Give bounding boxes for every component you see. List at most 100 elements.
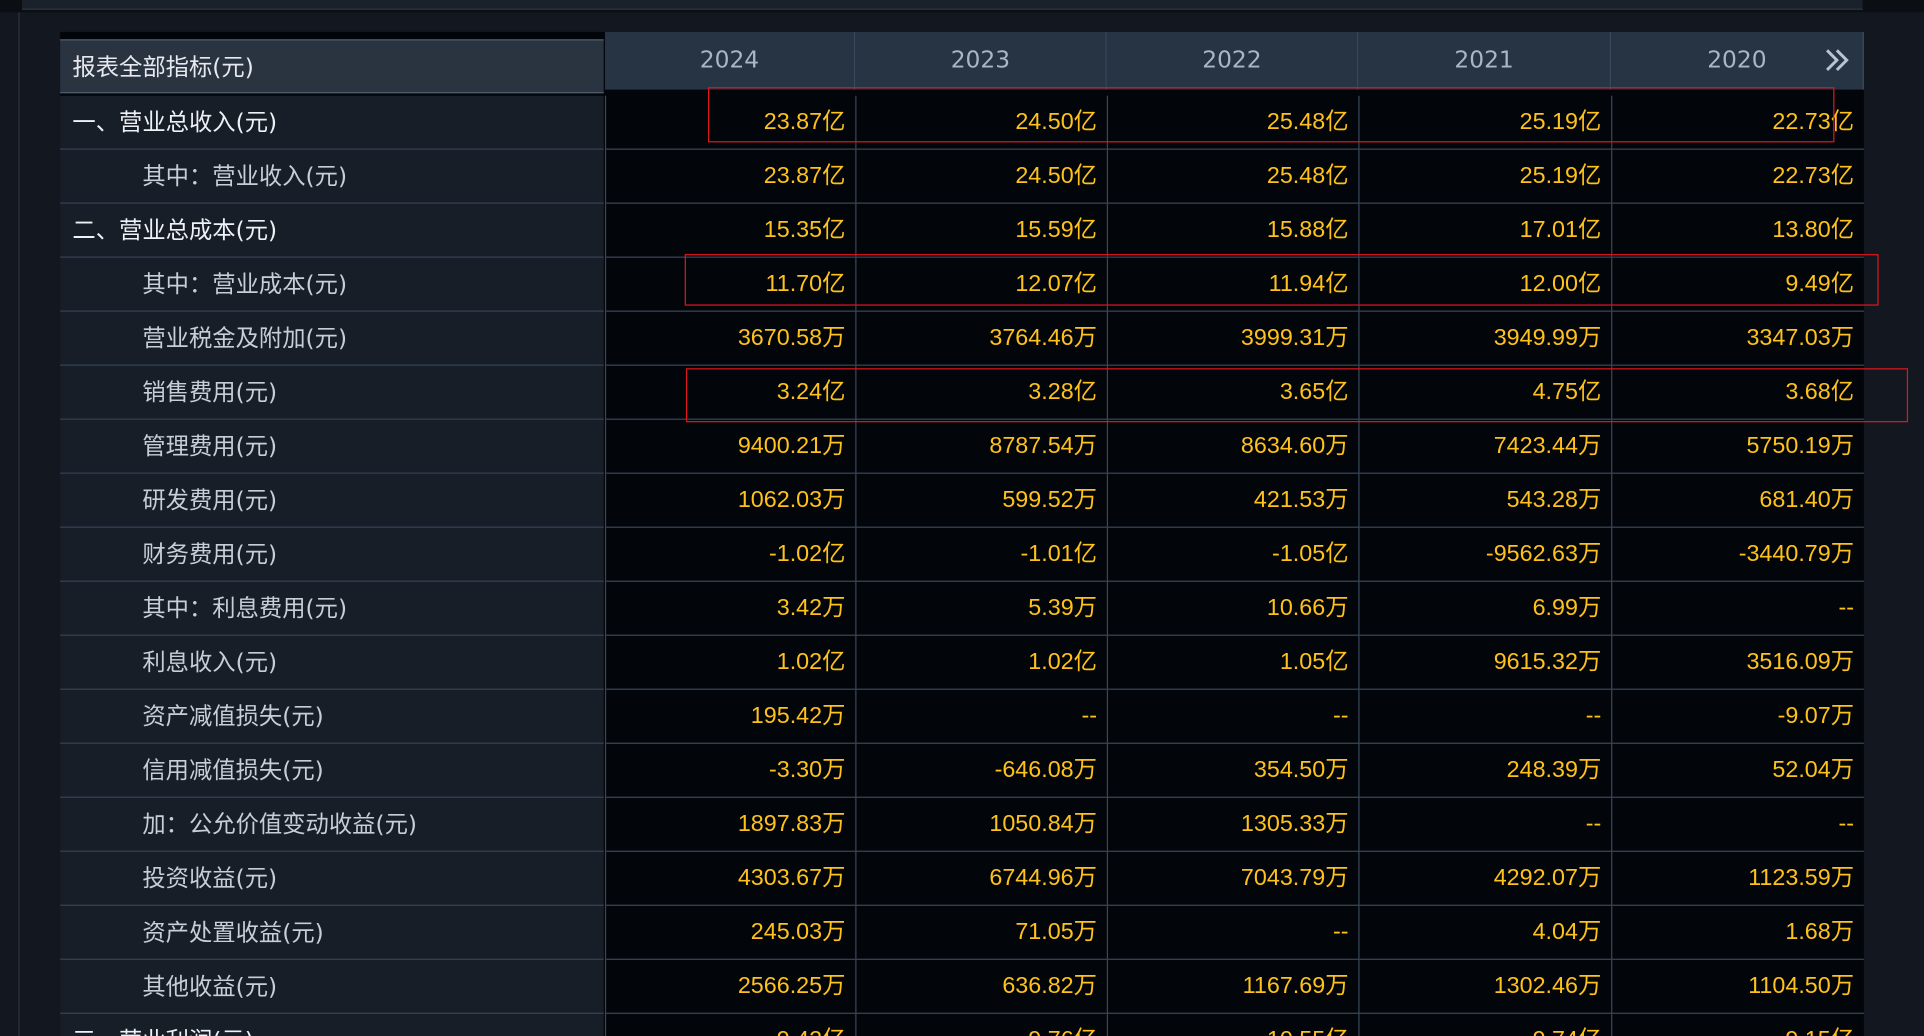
table-row[interactable]: 一、营业总收入(元) 23.87亿 24.50亿 25.48亿 25.19亿 22.73亿 (60, 95, 1864, 150)
value-cell-2021: 7423.44万 (1358, 419, 1612, 474)
table-row[interactable]: 管理费用(元) 9400.21万 8787.54万 8634.60万 7423.44万 5… (60, 419, 1864, 474)
row-label: 营业税金及附加(元) (60, 311, 604, 366)
value-cell-2021: 4292.07万 (1358, 851, 1612, 906)
value-cell-2024: 11.70亿 (604, 257, 856, 312)
value-cell-2020: 1123.59万 (1611, 851, 1864, 906)
value-cell-2020: 3.68亿 (1611, 365, 1864, 420)
value-cell-2023: 24.50亿 (855, 95, 1107, 150)
row-label: 一、营业总收入(元) (60, 95, 604, 150)
value-cell-2023: 71.05万 (855, 905, 1107, 960)
value-cell-2021: 6.99万 (1358, 581, 1612, 636)
table-row[interactable]: 其中：营业成本(元) 11.70亿 12.07亿 11.94亿 12.00亿 9.49亿 (60, 257, 1864, 312)
value-cell-2021: -- (1358, 797, 1612, 852)
table-row[interactable]: 资产处置收益(元) 245.03万 71.05万 -- 4.04万 1.68万 (60, 905, 1864, 960)
value-cell-2020: -3440.79万 (1611, 527, 1864, 582)
value-cell-2024: 4303.67万 (604, 851, 856, 906)
value-cell-2022: 15.88亿 (1106, 203, 1359, 258)
table-row[interactable]: 加：公允价值变动收益(元) 1897.83万 1050.84万 1305.33万 -- -… (60, 797, 1864, 852)
value-cell-2023: 636.82万 (855, 959, 1107, 1014)
row-label: 利息收入(元) (60, 635, 604, 690)
value-cell-2020: 3516.09万 (1611, 635, 1864, 690)
year-column-2022[interactable]: 2022 (1106, 31, 1359, 90)
value-cell-2021: 9.74亿 (1358, 1013, 1611, 1036)
value-cell-2020: 5750.19万 (1611, 419, 1864, 474)
value-cell-2023: 5.39万 (855, 581, 1107, 636)
value-cell-2020: 22.73亿 (1611, 149, 1864, 204)
value-cell-2024: -1.02亿 (604, 527, 856, 582)
value-cell-2024: 245.03万 (604, 905, 856, 960)
table-row[interactable]: 资产减值损失(元) 195.42万 -- -- -- -9.07万 (60, 689, 1864, 744)
table-header: 报表全部指标(元) 2024 2023 2022 2021 2020 (60, 31, 1864, 96)
value-cell-2021: -- (1358, 689, 1612, 744)
value-cell-2020: 22.73亿 (1611, 95, 1864, 150)
row-label: 财务费用(元) (60, 527, 604, 582)
value-cell-2022: 11.94亿 (1106, 257, 1359, 312)
value-cell-2023: 599.52万 (855, 473, 1107, 528)
value-cell-2024: 2566.25万 (604, 959, 856, 1014)
year-column-2021[interactable]: 2021 (1358, 31, 1612, 90)
value-cell-2020: 9.15亿 (1611, 1013, 1864, 1036)
row-label: 其他收益(元) (60, 959, 604, 1014)
row-label: 研发费用(元) (60, 473, 604, 528)
value-cell-2022: 25.48亿 (1106, 149, 1359, 204)
value-cell-2023: 1.02亿 (855, 635, 1107, 690)
row-label: 其中：营业收入(元) (60, 149, 604, 204)
table-row[interactable]: 二、营业总成本(元) 15.35亿 15.59亿 15.88亿 17.01亿 13.80亿 (60, 203, 1864, 258)
value-cell-2022: 1.05亿 (1106, 635, 1359, 690)
row-label: 其中：利息费用(元) (60, 581, 604, 636)
value-cell-2021: 12.00亿 (1358, 257, 1612, 312)
value-cell-2023: 3.28亿 (855, 365, 1107, 420)
value-cell-2020: 13.80亿 (1611, 203, 1864, 258)
value-cell-2024: 3.24亿 (604, 365, 856, 420)
table-row[interactable]: 销售费用(元) 3.24亿 3.28亿 3.65亿 4.75亿 3.68亿 (60, 365, 1864, 420)
value-cell-2024: 1897.83万 (604, 797, 856, 852)
row-label: 信用减值损失(元) (60, 743, 604, 798)
value-cell-2024: 9.42亿 (604, 1013, 855, 1036)
value-cell-2021: 248.39万 (1358, 743, 1612, 798)
value-cell-2022: -1.05亿 (1106, 527, 1359, 582)
value-cell-2021: 4.75亿 (1358, 365, 1612, 420)
value-cell-2020: 1104.50万 (1611, 959, 1864, 1014)
panel-edge (18, 12, 20, 1036)
value-cell-2024: 195.42万 (604, 689, 856, 744)
year-column-2020[interactable]: 2020 (1611, 31, 1864, 90)
table-row[interactable]: 其中：利息费用(元) 3.42万 5.39万 10.66万 6.99万 -- (60, 581, 1864, 636)
table-row[interactable]: 其他收益(元) 2566.25万 636.82万 1167.69万 1302.46万 11… (60, 959, 1864, 1014)
table-row[interactable]: 研发费用(元) 1062.03万 599.52万 421.53万 543.28万 681.… (60, 473, 1864, 528)
year-column-2023[interactable]: 2023 (855, 31, 1107, 90)
value-cell-2021: 1302.46万 (1358, 959, 1612, 1014)
value-cell-2020: 1.68万 (1611, 905, 1864, 960)
year-label: 2020 (1707, 46, 1767, 74)
value-cell-2022: -- (1106, 905, 1359, 960)
value-cell-2024: 1.02亿 (604, 635, 856, 690)
financial-table: 报表全部指标(元) 2024 2023 2022 2021 2020 一、营业总… (60, 31, 1909, 1036)
value-cell-2023: -1.01亿 (855, 527, 1107, 582)
value-cell-2023: 6744.96万 (855, 851, 1107, 906)
value-cell-2024: 3.42万 (604, 581, 856, 636)
value-cell-2022: 8634.60万 (1106, 419, 1359, 474)
row-label: 二、营业总成本(元) (60, 203, 604, 258)
value-cell-2021: 25.19亿 (1358, 95, 1612, 150)
year-column-2024[interactable]: 2024 (604, 31, 856, 90)
value-cell-2020: -- (1611, 797, 1864, 852)
value-cell-2022: 1305.33万 (1106, 797, 1359, 852)
table-row[interactable]: 投资收益(元) 4303.67万 6744.96万 7043.79万 4292.07万 1… (60, 851, 1864, 906)
value-cell-2024: 23.87亿 (604, 95, 856, 150)
table-row[interactable]: 三、营业利润(元)9.42亿9.76亿10.55亿9.74亿9.15亿 (60, 1013, 1864, 1036)
value-cell-2020: -- (1611, 581, 1864, 636)
table-row[interactable]: 财务费用(元) -1.02亿 -1.01亿 -1.05亿 -9562.63万 -3440.… (60, 527, 1864, 582)
value-cell-2021: 3949.99万 (1358, 311, 1612, 366)
value-cell-2023: 8787.54万 (855, 419, 1107, 474)
value-cell-2022: 3.65亿 (1106, 365, 1359, 420)
value-cell-2022: 10.55亿 (1106, 1013, 1359, 1036)
value-cell-2020: -9.07万 (1611, 689, 1864, 744)
value-cell-2020: 3347.03万 (1611, 311, 1864, 366)
double-chevron-right-icon[interactable] (1823, 45, 1850, 74)
value-cell-2022: 421.53万 (1106, 473, 1359, 528)
table-row[interactable]: 营业税金及附加(元) 3670.58万 3764.46万 3999.31万 3949.9… (60, 311, 1864, 366)
table-row[interactable]: 其中：营业收入(元) 23.87亿 24.50亿 25.48亿 25.19亿 22.73亿 (60, 149, 1864, 204)
table-row[interactable]: 利息收入(元) 1.02亿 1.02亿 1.05亿 9615.32万 3516.09万 (60, 635, 1864, 690)
table-row[interactable]: 信用减值损失(元) -3.30万 -646.08万 354.50万 248.39万 52.… (60, 743, 1864, 798)
value-cell-2021: 25.19亿 (1358, 149, 1612, 204)
